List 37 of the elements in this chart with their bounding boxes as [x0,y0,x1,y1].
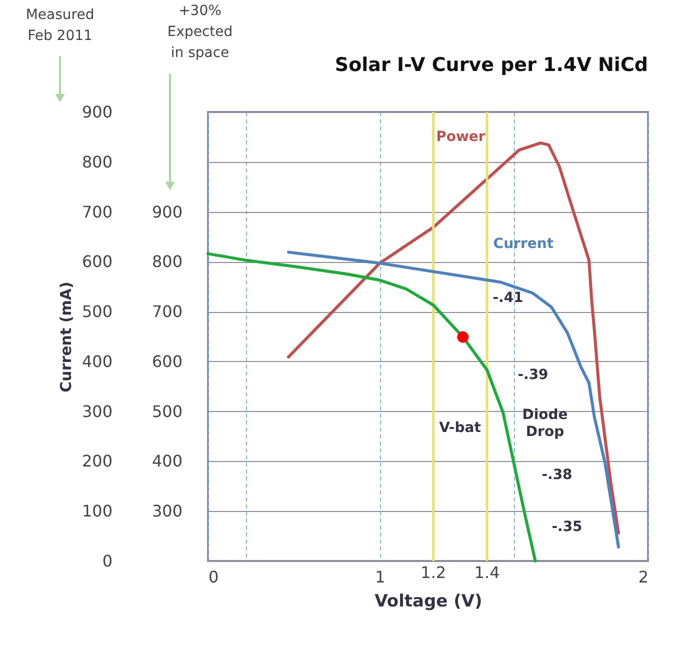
y-tick-label: 700 [82,202,112,222]
ref-line-label: 1.2 [420,563,446,582]
y-tick-label: 0 [102,552,112,570]
y2-tick-label: 700 [152,302,182,322]
series-label: Power [436,128,486,145]
x-axis-title: Voltage (V) [374,592,482,612]
y2-tick-label: 800 [152,252,182,272]
text: Measured Feb 2011 [26,7,94,44]
annotation: -.41 [492,290,524,306]
y2-tick-label: 500 [152,402,182,421]
annotation: -.39 [518,367,548,383]
y-tick-label: 100 [82,502,112,521]
x-tick-label: 1 [375,568,386,586]
chart-title: Solar I-V Curve per 1.4V NiCd [334,54,648,76]
annotation: -.35 [552,519,582,535]
y-tick-label: 200 [82,452,112,471]
y-axis-title: Current (mA) [56,282,75,392]
text: +30% Expected in space [167,3,233,61]
line-series [286,250,620,549]
annotation: V-bat [439,420,482,436]
annotation: Diode Drop [522,407,568,440]
y-tick-label: 600 [82,252,112,272]
y2-tick-label: 400 [152,452,182,471]
y-tick-label: 400 [82,352,112,371]
y-tick-label: 300 [82,402,112,421]
y-tick-label: 800 [82,152,112,172]
y2-tick-label: 600 [152,352,182,371]
line-series [286,141,620,535]
y2-tick-label: 900 [152,202,182,222]
annotation: -.38 [542,467,572,483]
y-tick-label: 500 [82,302,112,322]
ref-line-label: 1.4 [474,563,500,582]
y2-tick-label: 300 [152,502,182,521]
x-tick-label: 0 [208,568,219,586]
y-tick-label: 900 [82,102,112,122]
text: Current [493,236,554,252]
x-tick-label: 2 [638,568,648,586]
